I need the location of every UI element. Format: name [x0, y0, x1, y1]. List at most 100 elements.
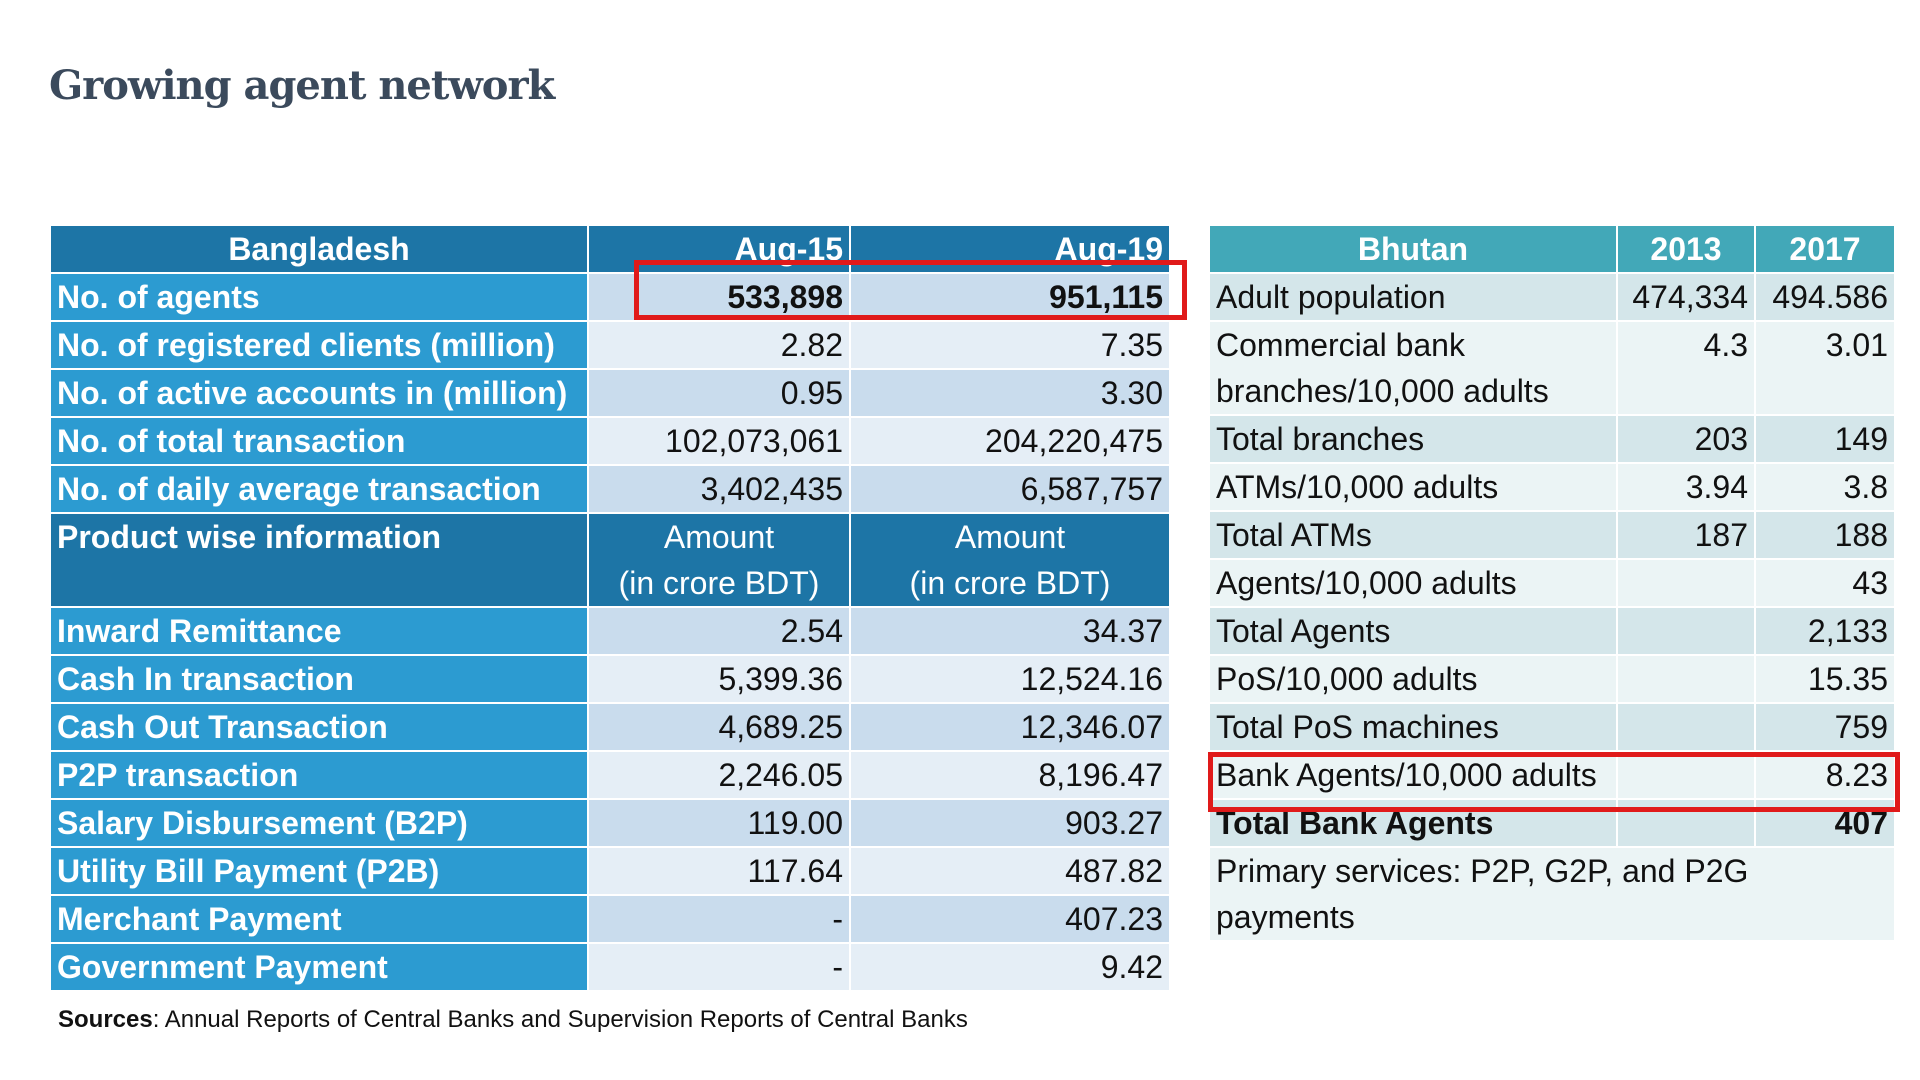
table-row: No. of active accounts in (million) 0.95… — [49, 368, 1171, 418]
product-header-amount-aug15: Amount (in crore BDT) — [587, 512, 851, 608]
row-value-aug19: 487.82 — [849, 846, 1171, 896]
row-value-aug15: 2.82 — [587, 320, 851, 370]
row-value-2013 — [1616, 702, 1756, 752]
row-label: P2P transaction — [49, 750, 589, 800]
row-value-2013 — [1616, 654, 1756, 704]
row-value-2017: 494.586 — [1754, 272, 1896, 322]
sources-note: Sources: Annual Reports of Central Banks… — [58, 1006, 968, 1034]
row-value-2017: 8.23 — [1754, 750, 1896, 800]
table-row: Cash Out Transaction 4,689.25 12,346.07 — [49, 702, 1171, 752]
row-value-aug19: 12,346.07 — [849, 702, 1171, 752]
row-value-2013 — [1616, 606, 1756, 656]
bangladesh-header-country: Bangladesh — [49, 224, 589, 274]
row-value-aug15: 3,402,435 — [587, 464, 851, 514]
row-label: Bank Agents/10,000 adults — [1208, 750, 1618, 800]
sources-label: Sources — [58, 1006, 153, 1033]
table-row: Inward Remittance 2.54 34.37 — [49, 606, 1171, 656]
row-value-2017: 15.35 — [1754, 654, 1896, 704]
bhutan-header-2013: 2013 — [1616, 224, 1756, 274]
row-label: Total ATMs — [1208, 510, 1618, 560]
table-row: Commercial bank branches/10,000 adults 4… — [1208, 320, 1896, 416]
row-value-aug15: - — [587, 894, 851, 944]
highlight-box-bank-agents — [1208, 752, 1900, 812]
table-row: Salary Disbursement (B2P) 119.00 903.27 — [49, 798, 1171, 848]
row-label: Agents/10,000 adults — [1208, 558, 1618, 608]
bangladesh-header-row: Bangladesh Aug-15 Aug-19 — [49, 224, 1171, 274]
row-value-2017: 149 — [1754, 414, 1896, 464]
table-row: P2P transaction 2,246.05 8,196.47 — [49, 750, 1171, 800]
row-label: PoS/10,000 adults — [1208, 654, 1618, 704]
highlight-box-agents — [634, 260, 1187, 320]
row-value-2013: 4.3 — [1616, 320, 1756, 416]
row-label: Utility Bill Payment (P2B) — [49, 846, 589, 896]
row-label: Merchant Payment — [49, 894, 589, 944]
row-value-2017: 3.01 — [1754, 320, 1896, 416]
row-value-aug15: 4,689.25 — [587, 702, 851, 752]
sources-text: : Annual Reports of Central Banks and Su… — [152, 1006, 968, 1033]
row-value-aug15: 0.95 — [587, 368, 851, 418]
row-label: No. of daily average transaction — [49, 464, 589, 514]
product-header-label: Product wise information — [49, 512, 589, 608]
row-label: No. of total transaction — [49, 416, 589, 466]
row-label: Inward Remittance — [49, 606, 589, 656]
row-value-aug19: 407.23 — [849, 894, 1171, 944]
row-value-2013: 187 — [1616, 510, 1756, 560]
footer-note: Primary services: P2P, G2P, and P2G paym… — [1208, 846, 1896, 942]
row-value-2013 — [1616, 558, 1756, 608]
row-value-aug19: 9.42 — [849, 942, 1171, 992]
bangladesh-table: Bangladesh Aug-15 Aug-19 No. of agents 5… — [49, 224, 1171, 992]
footer-note-row: Primary services: P2P, G2P, and P2G paym… — [1208, 846, 1896, 942]
row-label: Cash In transaction — [49, 654, 589, 704]
table-row: Total branches 203 149 — [1208, 414, 1896, 464]
row-value-2013 — [1616, 750, 1756, 800]
row-label: No. of agents — [49, 272, 589, 322]
row-label: No. of active accounts in (million) — [49, 368, 589, 418]
product-header-row: Product wise information Amount (in cror… — [49, 512, 1171, 608]
bhutan-table: Bhutan 2013 2017 Adult population 474,33… — [1208, 224, 1896, 942]
row-value-aug15: - — [587, 942, 851, 992]
row-label: Total PoS machines — [1208, 702, 1618, 752]
row-value-aug19: 8,196.47 — [849, 750, 1171, 800]
table-row: Adult population 474,334 494.586 — [1208, 272, 1896, 322]
row-value-2017: 2,133 — [1754, 606, 1896, 656]
row-value-aug19: 12,524.16 — [849, 654, 1171, 704]
row-label: Cash Out Transaction — [49, 702, 589, 752]
amount-label: Amount — [954, 519, 1066, 555]
row-value-aug19: 903.27 — [849, 798, 1171, 848]
slide-title: Growing agent network — [49, 62, 555, 109]
table-row: No. of agents 533,898 951,115 — [49, 272, 1171, 322]
row-value-aug15: 119.00 — [587, 798, 851, 848]
table-row: Total PoS machines 759 — [1208, 702, 1896, 752]
row-value-aug15: 5,399.36 — [587, 654, 851, 704]
row-value-aug15: 2,246.05 — [587, 750, 851, 800]
row-label: Total Agents — [1208, 606, 1618, 656]
row-value-aug15: 117.64 — [587, 846, 851, 896]
table-row: Total Agents 2,133 — [1208, 606, 1896, 656]
table-row: No. of daily average transaction 3,402,4… — [49, 464, 1171, 514]
row-label: ATMs/10,000 adults — [1208, 462, 1618, 512]
row-label: Total branches — [1208, 414, 1618, 464]
table-row: ATMs/10,000 adults 3.94 3.8 — [1208, 462, 1896, 512]
row-value-2017: 3.8 — [1754, 462, 1896, 512]
table-row: No. of registered clients (million) 2.82… — [49, 320, 1171, 370]
bhutan-header-row: Bhutan 2013 2017 — [1208, 224, 1896, 274]
amount-unit: (in crore BDT) — [618, 565, 820, 601]
row-value-2017: 188 — [1754, 510, 1896, 560]
table-row: Merchant Payment - 407.23 — [49, 894, 1171, 944]
row-value-aug15: 102,073,061 — [587, 416, 851, 466]
row-value-2017: 759 — [1754, 702, 1896, 752]
row-value-aug19: 7.35 — [849, 320, 1171, 370]
row-label: Adult population — [1208, 272, 1618, 322]
row-value-2013: 3.94 — [1616, 462, 1756, 512]
bhutan-header-2017: 2017 — [1754, 224, 1896, 274]
table-row: No. of total transaction 102,073,061 204… — [49, 416, 1171, 466]
table-row: PoS/10,000 adults 15.35 — [1208, 654, 1896, 704]
row-value-2013: 203 — [1616, 414, 1756, 464]
bhutan-header-country: Bhutan — [1208, 224, 1618, 274]
row-label: Commercial bank branches/10,000 adults — [1208, 320, 1618, 416]
amount-label: Amount — [663, 519, 775, 555]
table-row: Cash In transaction 5,399.36 12,524.16 — [49, 654, 1171, 704]
row-value-aug15: 2.54 — [587, 606, 851, 656]
row-value-2017: 43 — [1754, 558, 1896, 608]
row-value-2013: 474,334 — [1616, 272, 1756, 322]
